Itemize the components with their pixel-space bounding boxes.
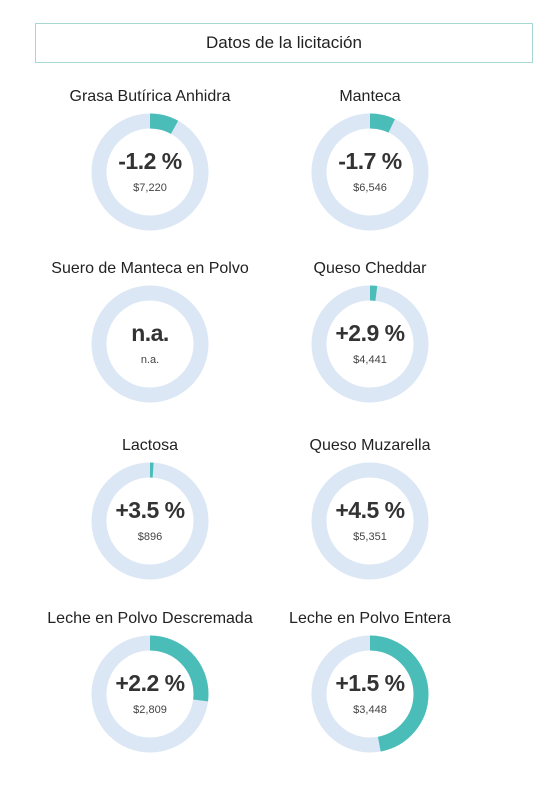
donut-ring: +4.5 % $5,351 bbox=[310, 461, 430, 581]
donut-fill-arc bbox=[91, 113, 209, 231]
donut-ring: +1.5 % $3,448 bbox=[310, 634, 430, 754]
donut-card: Leche en Polvo Descremada +2.2 % $2,809 bbox=[30, 610, 270, 780]
donut-ring: +2.2 % $2,809 bbox=[90, 634, 210, 754]
change-percent: -1.2 % bbox=[118, 148, 182, 174]
donut-title: Leche en Polvo Descremada bbox=[47, 610, 253, 627]
page-title: Datos de la licitación bbox=[206, 33, 362, 52]
donut-track bbox=[91, 285, 209, 403]
donut-svg bbox=[311, 285, 429, 403]
donut-track bbox=[311, 462, 429, 580]
change-percent: +2.2 % bbox=[115, 670, 185, 696]
page-title-box: Datos de la licitación bbox=[35, 23, 533, 63]
donut-svg bbox=[91, 462, 209, 580]
price-value: $6,546 bbox=[353, 182, 387, 194]
change-percent: +4.5 % bbox=[335, 497, 405, 523]
donut-fill-arc bbox=[311, 113, 429, 231]
change-percent: n.a. bbox=[131, 320, 169, 346]
donut-ring: -1.7 % $6,546 bbox=[310, 112, 430, 232]
donut-fill-arc bbox=[311, 285, 429, 403]
change-percent: +2.9 % bbox=[335, 320, 405, 346]
donut-ring: +2.9 % $4,441 bbox=[310, 284, 430, 404]
change-percent: -1.7 % bbox=[338, 148, 402, 174]
donut-card: Lactosa +3.5 % $896 bbox=[30, 437, 270, 607]
donut-svg bbox=[91, 635, 209, 753]
change-percent: +3.5 % bbox=[115, 497, 185, 523]
donut-svg bbox=[91, 285, 209, 403]
donut-fill-arc bbox=[311, 635, 429, 753]
price-value: $5,351 bbox=[353, 531, 387, 543]
donut-fill-arc bbox=[91, 462, 209, 580]
price-value: $4,441 bbox=[353, 354, 387, 366]
donut-card: Manteca -1.7 % $6,546 bbox=[250, 88, 490, 258]
donut-card: Suero de Manteca en Polvo n.a. n.a. bbox=[30, 260, 270, 430]
price-value: n.a. bbox=[140, 354, 160, 366]
donut-ring: +3.5 % $896 bbox=[90, 461, 210, 581]
donut-card: Queso Muzarella +4.5 % $5,351 bbox=[250, 437, 490, 607]
donut-card: Grasa Butírica Anhidra -1.2 % $7,220 bbox=[30, 88, 270, 258]
donut-svg bbox=[91, 113, 209, 231]
donut-title: Suero de Manteca en Polvo bbox=[51, 260, 249, 277]
price-value: $896 bbox=[137, 531, 163, 543]
donut-title: Manteca bbox=[339, 88, 401, 105]
donut-svg bbox=[311, 113, 429, 231]
price-value: $3,448 bbox=[353, 704, 387, 716]
price-value: $2,809 bbox=[133, 704, 167, 716]
donut-svg bbox=[311, 635, 429, 753]
donut-title: Queso Muzarella bbox=[309, 437, 431, 454]
donut-card: Leche en Polvo Entera +1.5 % $3,448 bbox=[250, 610, 490, 780]
donut-title: Leche en Polvo Entera bbox=[289, 610, 451, 627]
donut-fill-arc bbox=[91, 635, 209, 753]
donut-ring: n.a. n.a. bbox=[90, 284, 210, 404]
donut-card: Queso Cheddar +2.9 % $4,441 bbox=[250, 260, 490, 430]
donut-title: Lactosa bbox=[121, 437, 179, 454]
donut-svg bbox=[311, 462, 429, 580]
donut-title: Grasa Butírica Anhidra bbox=[69, 88, 231, 105]
price-value: $7,220 bbox=[133, 182, 167, 194]
donut-ring: -1.2 % $7,220 bbox=[90, 112, 210, 232]
change-percent: +1.5 % bbox=[335, 670, 405, 696]
donut-title: Queso Cheddar bbox=[313, 260, 427, 277]
